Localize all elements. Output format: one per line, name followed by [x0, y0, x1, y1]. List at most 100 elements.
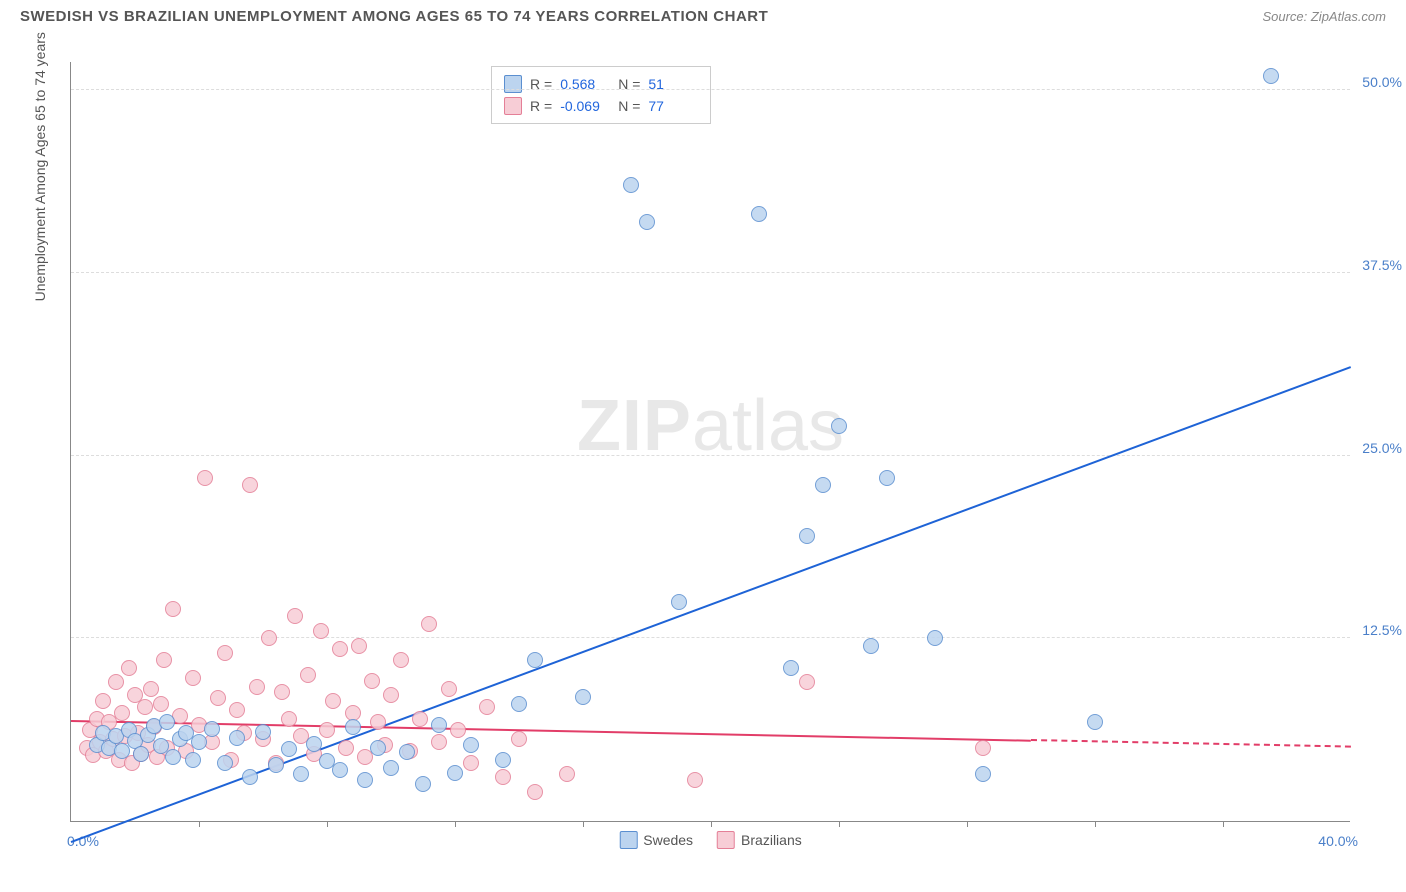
x-tick [711, 821, 712, 827]
scatter-point [325, 693, 341, 709]
scatter-point [815, 477, 831, 493]
x-tick [327, 821, 328, 827]
stats-row-brazilians: R = -0.069 N = 77 [504, 95, 698, 117]
scatter-point [287, 608, 303, 624]
grid-line [71, 89, 1350, 90]
scatter-point [975, 740, 991, 756]
x-tick [583, 821, 584, 827]
scatter-point [313, 623, 329, 639]
scatter-point [479, 699, 495, 715]
scatter-point [831, 418, 847, 434]
scatter-point [671, 594, 687, 610]
x-tick [1223, 821, 1224, 827]
scatter-point [133, 746, 149, 762]
x-tick [967, 821, 968, 827]
scatter-point [863, 638, 879, 654]
scatter-point [274, 684, 290, 700]
scatter-point [293, 766, 309, 782]
scatter-point [114, 705, 130, 721]
scatter-point [511, 696, 527, 712]
scatter-point [623, 177, 639, 193]
scatter-point [165, 749, 181, 765]
scatter-point [165, 601, 181, 617]
scatter-point [559, 766, 575, 782]
scatter-point [927, 630, 943, 646]
scatter-point [229, 730, 245, 746]
scatter-point [364, 673, 380, 689]
scatter-point [495, 752, 511, 768]
scatter-point [370, 714, 386, 730]
scatter-point [159, 714, 175, 730]
scatter-point [799, 674, 815, 690]
scatter-point [255, 724, 271, 740]
correlation-chart: Unemployment Among Ages 65 to 74 years Z… [40, 36, 1386, 856]
legend-swatch-swedes [619, 831, 637, 849]
scatter-point [639, 214, 655, 230]
y-tick-label: 37.5% [1362, 257, 1402, 273]
scatter-point [210, 690, 226, 706]
chart-title: SWEDISH VS BRAZILIAN UNEMPLOYMENT AMONG … [20, 8, 768, 25]
scatter-point [204, 721, 220, 737]
scatter-point [332, 641, 348, 657]
scatter-point [306, 736, 322, 752]
scatter-point [421, 616, 437, 632]
scatter-point [412, 711, 428, 727]
scatter-point [447, 765, 463, 781]
x-tick [455, 821, 456, 827]
grid-line [71, 272, 1350, 273]
scatter-point [249, 679, 265, 695]
scatter-point [383, 687, 399, 703]
scatter-point [300, 667, 316, 683]
source-attribution: Source: ZipAtlas.com [1262, 9, 1386, 24]
scatter-point [511, 731, 527, 747]
scatter-point [242, 477, 258, 493]
scatter-point [463, 755, 479, 771]
series-legend: Swedes Brazilians [619, 831, 802, 849]
scatter-point [281, 711, 297, 727]
x-tick [199, 821, 200, 827]
scatter-point [338, 740, 354, 756]
scatter-point [229, 702, 245, 718]
scatter-point [153, 696, 169, 712]
y-tick-label: 25.0% [1362, 440, 1402, 456]
grid-line [71, 455, 1350, 456]
y-axis-title: Unemployment Among Ages 65 to 74 years [32, 32, 48, 301]
scatter-point [268, 757, 284, 773]
scatter-point [242, 769, 258, 785]
scatter-point [450, 722, 466, 738]
y-tick-label: 50.0% [1362, 74, 1402, 90]
stats-box: R = 0.568 N = 51 R = -0.069 N = 77 [491, 66, 711, 124]
scatter-point [415, 776, 431, 792]
swatch-swedes [504, 75, 522, 93]
legend-swatch-brazilians [717, 831, 735, 849]
scatter-point [975, 766, 991, 782]
scatter-point [108, 674, 124, 690]
scatter-point [799, 528, 815, 544]
scatter-point [345, 719, 361, 735]
scatter-point [393, 652, 409, 668]
scatter-point [687, 772, 703, 788]
scatter-point [185, 752, 201, 768]
scatter-point [1087, 714, 1103, 730]
scatter-point [357, 772, 373, 788]
scatter-point [217, 755, 233, 771]
swatch-brazilians [504, 97, 522, 115]
y-tick-label: 12.5% [1362, 622, 1402, 638]
scatter-point [879, 470, 895, 486]
scatter-point [345, 705, 361, 721]
scatter-point [156, 652, 172, 668]
x-tick [1095, 821, 1096, 827]
legend-item-swedes: Swedes [619, 831, 693, 849]
stats-row-swedes: R = 0.568 N = 51 [504, 73, 698, 95]
plot-area: ZIPatlas R = 0.568 N = 51 R = -0.069 N =… [70, 62, 1350, 822]
scatter-point [319, 722, 335, 738]
x-tick [839, 821, 840, 827]
scatter-point [399, 744, 415, 760]
scatter-point [383, 760, 399, 776]
scatter-point [575, 689, 591, 705]
scatter-point [197, 470, 213, 486]
legend-item-brazilians: Brazilians [717, 831, 802, 849]
scatter-point [121, 660, 137, 676]
scatter-point [351, 638, 367, 654]
scatter-point [495, 769, 511, 785]
